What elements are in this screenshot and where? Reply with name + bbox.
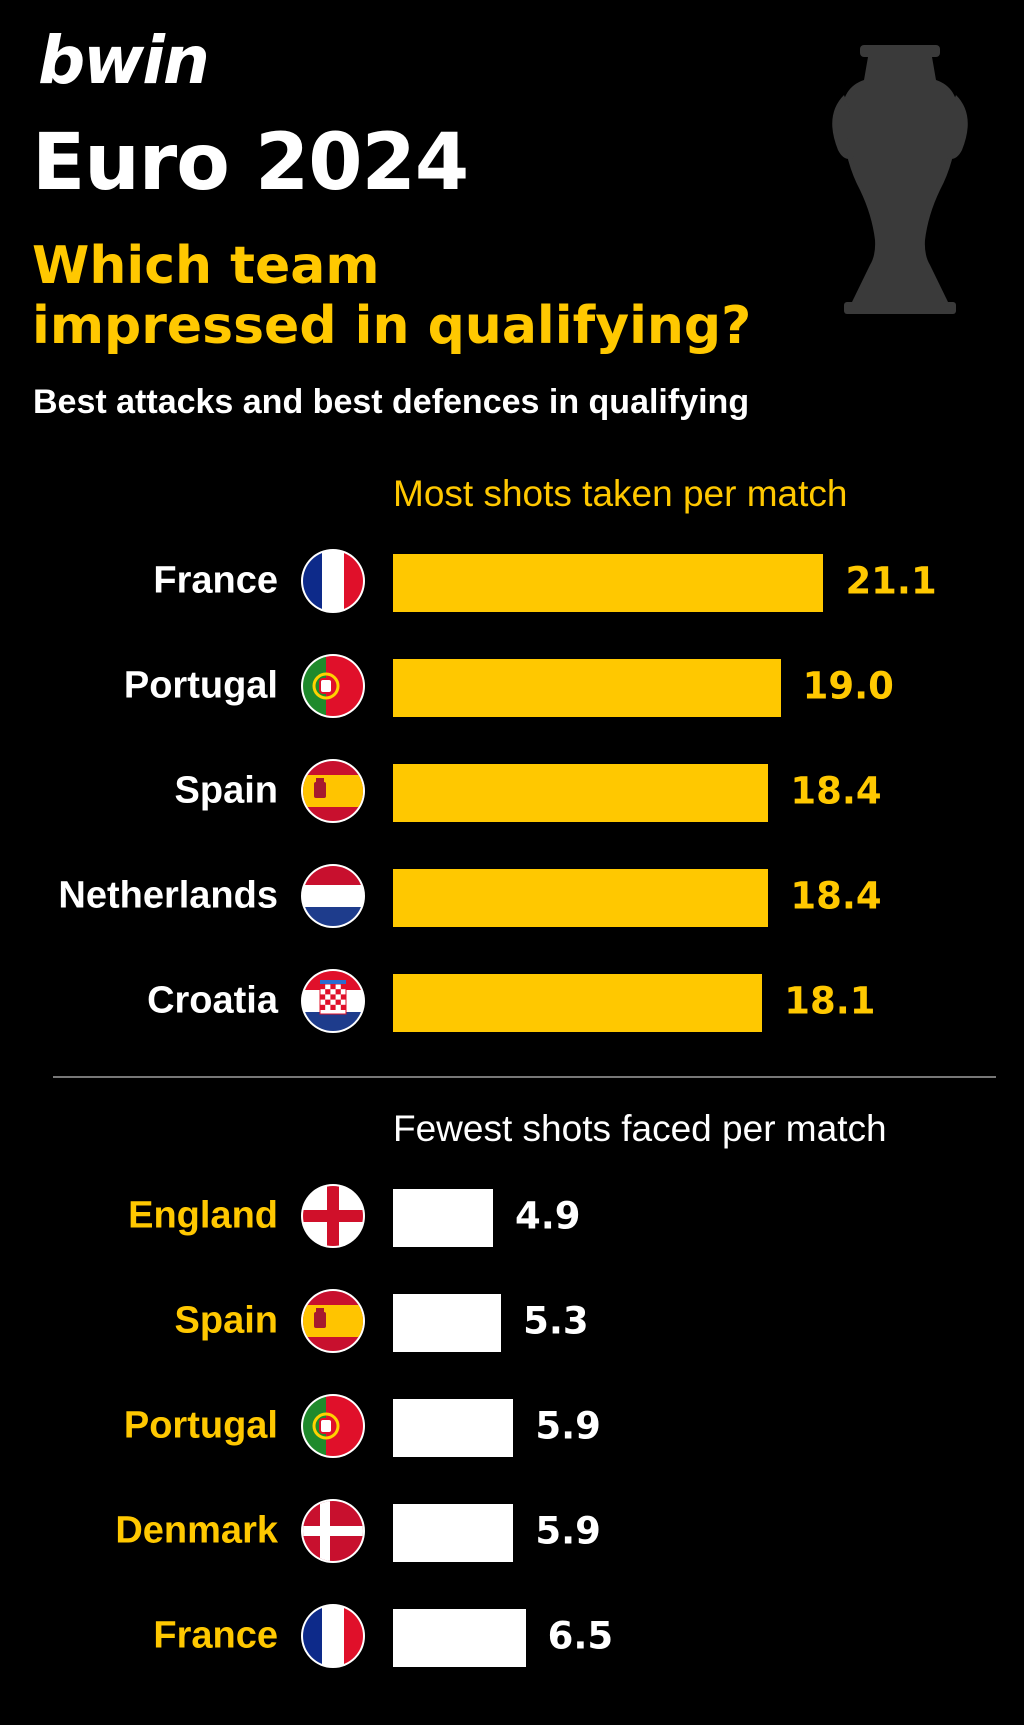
category-label-croatia: Croatia [147, 979, 278, 1022]
france-flag-icon [300, 548, 366, 614]
category-label-england: England [128, 1194, 278, 1237]
attack-chart-title: Most shots taken per match [393, 473, 848, 514]
value-label-france: 6.5 [547, 1614, 614, 1658]
bar-row-spain: Spain 5.3 [0, 1288, 1024, 1354]
bwin-logo: bwin [38, 22, 210, 99]
value-label-portugal: 5.9 [535, 1404, 601, 1448]
bar-row-croatia: Croatia 18.1 [0, 968, 1024, 1034]
bar-row-portugal: Portugal 5.9 [0, 1393, 1024, 1459]
bar-denmark [393, 1504, 514, 1562]
bar-spain [393, 764, 769, 822]
spain-flag-icon [300, 758, 366, 824]
bar-row-spain: Spain 18.4 [0, 758, 1024, 824]
portugal-flag-icon [300, 1393, 366, 1459]
value-label-spain: 5.3 [523, 1299, 589, 1343]
bar-row-france: France 6.5 [0, 1603, 1024, 1669]
bar-netherlands [393, 869, 769, 927]
defence-chart-title: Fewest shots faced per match [393, 1108, 887, 1149]
category-label-portugal: Portugal [123, 664, 278, 707]
value-label-france: 21.1 [845, 559, 937, 603]
value-label-denmark: 5.9 [535, 1509, 601, 1553]
trophy-icon [832, 45, 968, 314]
denmark-flag-icon [300, 1498, 366, 1564]
category-label-netherlands: Netherlands [58, 874, 278, 917]
bar-row-france: France 21.1 [0, 548, 1024, 614]
section-divider [53, 1076, 996, 1078]
bar-spain [393, 1294, 502, 1352]
bar-portugal [393, 659, 781, 717]
value-label-portugal: 19.0 [802, 664, 894, 708]
bar-row-england: England 4.9 [0, 1183, 1024, 1249]
bar-france [393, 554, 824, 612]
bar-france [393, 1609, 526, 1667]
category-label-spain: Spain [174, 769, 278, 812]
bar-england [393, 1189, 493, 1247]
subtitle-line-2: impressed in qualifying? [32, 296, 752, 356]
category-label-denmark: Denmark [115, 1509, 278, 1552]
france-flag-icon [300, 1603, 366, 1669]
category-label-spain: Spain [174, 1299, 278, 1342]
england-flag-icon [300, 1183, 366, 1249]
category-label-portugal: Portugal [123, 1404, 278, 1447]
value-label-spain: 18.4 [790, 769, 882, 813]
category-label-france: France [153, 1614, 278, 1657]
bar-croatia [393, 974, 763, 1032]
subtitle-line-1: Which team [32, 236, 380, 296]
tagline: Best attacks and best defences in qualif… [33, 383, 750, 421]
netherlands-flag-icon [300, 863, 366, 929]
bar-row-portugal: Portugal 19.0 [0, 653, 1024, 719]
value-label-croatia: 18.1 [784, 979, 876, 1023]
portugal-flag-icon [300, 653, 366, 719]
croatia-flag-icon [300, 968, 366, 1034]
category-label-france: France [153, 559, 278, 602]
page-title: Euro 2024 [32, 118, 469, 208]
bar-row-netherlands: Netherlands 18.4 [0, 863, 1024, 929]
page-subtitle: Which team impressed in qualifying? [32, 236, 751, 356]
bar-row-denmark: Denmark 5.9 [0, 1498, 1024, 1564]
spain-flag-icon [300, 1288, 366, 1354]
bar-portugal [393, 1399, 514, 1457]
value-label-netherlands: 18.4 [790, 874, 882, 918]
value-label-england: 4.9 [514, 1194, 581, 1238]
